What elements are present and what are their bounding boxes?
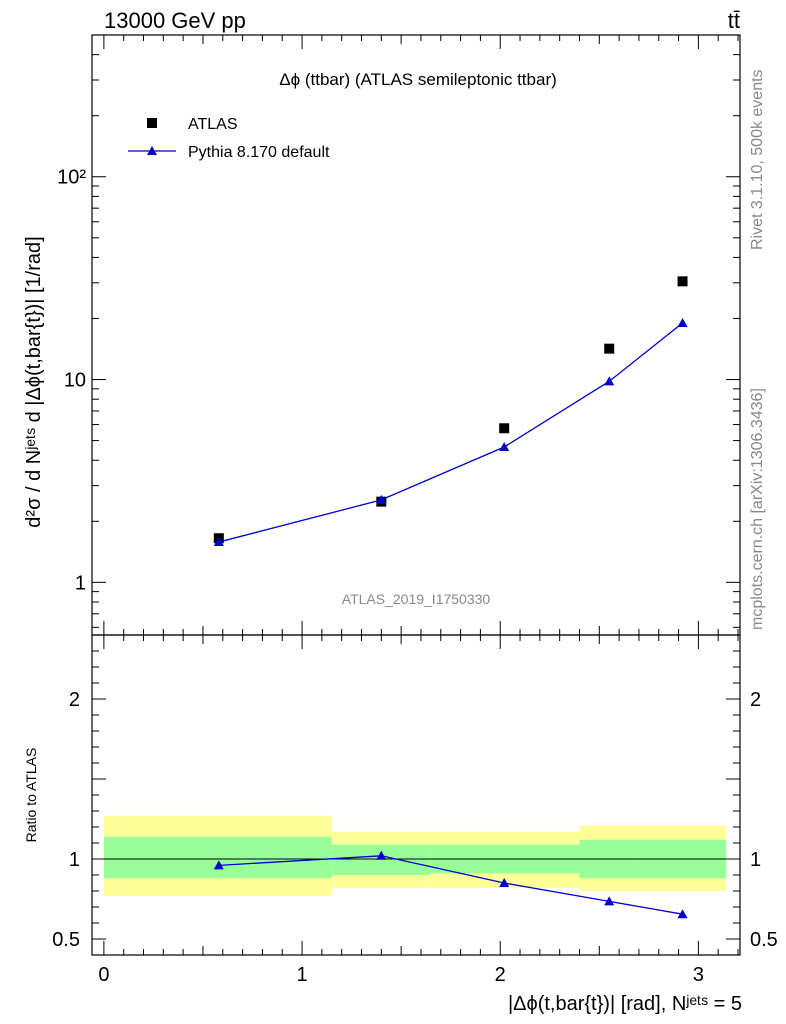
pythia-data-point	[376, 494, 387, 504]
ratio-y-tick-label-right: 0.5	[750, 929, 778, 951]
pythia-data-point	[604, 376, 615, 386]
analysis-watermark: ATLAS_2019_I1750330	[342, 591, 491, 607]
main-y-tick-label: 1	[75, 572, 86, 594]
ratio-pythia-point	[604, 896, 615, 906]
ratio-y-tick-label-left: 2	[69, 689, 80, 711]
uncertainty-band-green	[103, 836, 332, 879]
legend: ATLAS Pythia 8.170 default	[128, 116, 330, 161]
mcplots-source-label: mcplots.cern.ch [arXiv:1306.3436]	[749, 388, 766, 630]
ratio-axis-ticks: 0.5 0.5 1 1 2 2 0 1 2 3	[52, 634, 778, 986]
energy-label: 13000 GeV pp	[104, 8, 246, 33]
atlas-data-point	[499, 423, 510, 434]
pythia-data-point	[213, 537, 224, 547]
ratio-pythia-point	[499, 878, 510, 887]
main-y-axis-label: d²σ / d Nʲᵉᵗˢ d |Δϕ(t,bar{t})| [1/rad]	[23, 236, 45, 527]
uncertainty-bands	[103, 815, 727, 896]
main-y-tick-label: 10²	[57, 167, 86, 189]
ratio-y-tick-label-right: 2	[750, 689, 761, 711]
ratio-plot-frame	[91, 634, 741, 956]
pythia-line	[218, 322, 683, 543]
x-axis-label: |Δϕ(t,bar{t})| [rad], Nʲᵉᵗˢ = 5	[508, 993, 742, 1015]
ratio-pythia-point	[677, 909, 688, 919]
pythia-data-point	[499, 441, 510, 451]
ratio-data-marks	[213, 850, 688, 919]
x-tick-label: 0	[98, 964, 109, 986]
ratio-y-tick-label-right: 1	[750, 849, 761, 871]
pythia-data-point	[677, 318, 688, 328]
legend-pythia-label: Pythia 8.170 default	[188, 144, 330, 161]
legend-pythia-marker	[147, 146, 157, 155]
ratio-pythia-point	[376, 850, 387, 860]
x-tick-label: 3	[693, 964, 704, 986]
plot-title: Δϕ (ttbar) (ATLAS semileptonic ttbar)	[279, 70, 557, 89]
x-tick-label: 2	[495, 964, 506, 986]
main-axis-ticks: 1 10 10²	[57, 34, 740, 635]
ratio-pythia-point	[213, 860, 224, 870]
rivet-version-label: Rivet 3.1.10, 500k events	[749, 69, 766, 250]
ratio-y-tick-label-left: 0.5	[52, 929, 80, 951]
ratio-plot-panel: 0.5 0.5 1 1 2 2 0 1 2 3 Ratio to ATLAS |Δϕ(t,bar{…	[23, 634, 778, 1015]
process-label: tt̄	[728, 8, 740, 33]
legend-atlas-label: ATLAS	[188, 116, 238, 133]
ratio-y-axis-label: Ratio to ATLAS	[23, 748, 39, 843]
main-plot-panel: Δϕ (ttbar) (ATLAS semileptonic ttbar) AT…	[23, 34, 741, 636]
legend-atlas-marker	[147, 118, 157, 128]
ratio-y-tick-label-left: 1	[69, 849, 80, 871]
atlas-data-point	[604, 343, 615, 354]
main-data-marks	[213, 276, 688, 547]
main-y-tick-label: 10	[64, 370, 86, 392]
atlas-data-point	[677, 276, 688, 287]
x-tick-label: 1	[296, 964, 307, 986]
